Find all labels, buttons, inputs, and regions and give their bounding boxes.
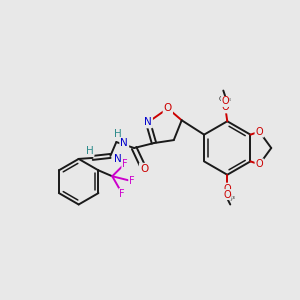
Text: CH₃: CH₃ xyxy=(223,194,236,200)
Text: N: N xyxy=(120,138,128,148)
Text: N: N xyxy=(144,117,152,127)
Text: H: H xyxy=(86,146,93,156)
Text: CH₃: CH₃ xyxy=(219,97,232,103)
Text: O: O xyxy=(224,184,231,194)
Text: O: O xyxy=(256,127,263,137)
Text: F: F xyxy=(122,159,128,170)
Text: O: O xyxy=(224,190,231,200)
Text: O: O xyxy=(221,102,229,112)
Text: H: H xyxy=(114,129,122,139)
Text: O: O xyxy=(256,159,263,170)
Text: N: N xyxy=(114,154,122,164)
Text: O: O xyxy=(140,164,148,174)
Text: F: F xyxy=(119,189,125,199)
Text: O: O xyxy=(221,97,229,106)
Text: O: O xyxy=(164,103,172,113)
Text: F: F xyxy=(129,176,135,186)
